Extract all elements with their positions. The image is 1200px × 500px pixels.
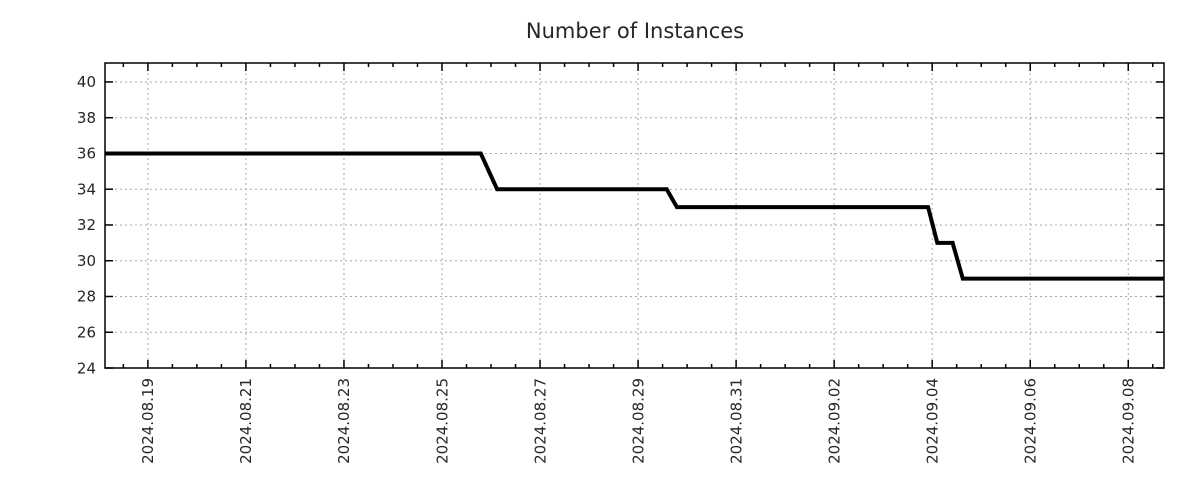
x-tick-label-group: 2024.08.25 — [433, 378, 451, 464]
x-tick-label-group: 2024.08.23 — [335, 378, 353, 464]
y-tick-label: 26 — [77, 323, 96, 341]
x-tick-label: 2024.09.04 — [923, 378, 941, 464]
instances-line — [105, 151, 1164, 281]
x-tick-label: 2024.08.29 — [629, 378, 647, 464]
x-tick-label-group: 2024.09.06 — [1021, 378, 1039, 464]
y-tick-label: 36 — [77, 145, 96, 163]
x-tick-label: 2024.08.21 — [237, 378, 255, 464]
x-tick-label: 2024.09.02 — [825, 378, 843, 464]
x-tick-label: 2024.08.25 — [433, 378, 451, 464]
y-tick-label: 40 — [77, 73, 96, 91]
y-tick-label: 38 — [77, 109, 96, 127]
y-tick-label: 32 — [77, 216, 96, 234]
chart-title: Number of Instances — [526, 19, 744, 43]
y-tick-label: 28 — [77, 288, 96, 306]
x-tick-label: 2024.08.23 — [335, 378, 353, 464]
y-tick-label: 24 — [77, 359, 96, 377]
plot-border — [104, 62, 1165, 369]
x-tick-label: 2024.08.27 — [531, 378, 549, 464]
x-tick-label: 2024.08.31 — [727, 378, 745, 464]
y-tick-label: 34 — [77, 180, 96, 198]
x-tick-label-group: 2024.08.29 — [629, 378, 647, 464]
x-tick-label-group: 2024.09.02 — [825, 378, 843, 464]
axis-ticks — [105, 63, 1164, 369]
x-tick-label-group: 2024.08.31 — [727, 378, 745, 464]
x-tick-label-group: 2024.09.04 — [923, 378, 941, 464]
x-tick-label-group: 2024.08.27 — [531, 378, 549, 464]
y-tick-label: 30 — [77, 252, 96, 270]
x-tick-label: 2024.08.19 — [139, 378, 157, 464]
grid-lines — [105, 63, 1164, 368]
x-tick-label: 2024.09.08 — [1120, 378, 1138, 464]
x-tick-label-group: 2024.08.19 — [139, 378, 157, 464]
axis-tick-labels: 24 26 28 30 32 34 36 38 40 2024.08.19 2024.08.21 20… — [77, 73, 1138, 464]
x-tick-label-group: 2024.08.21 — [237, 378, 255, 464]
x-tick-label-group: 2024.09.08 — [1120, 378, 1138, 464]
instances-series-line — [105, 151, 1164, 281]
x-tick-label: 2024.09.06 — [1021, 378, 1039, 464]
